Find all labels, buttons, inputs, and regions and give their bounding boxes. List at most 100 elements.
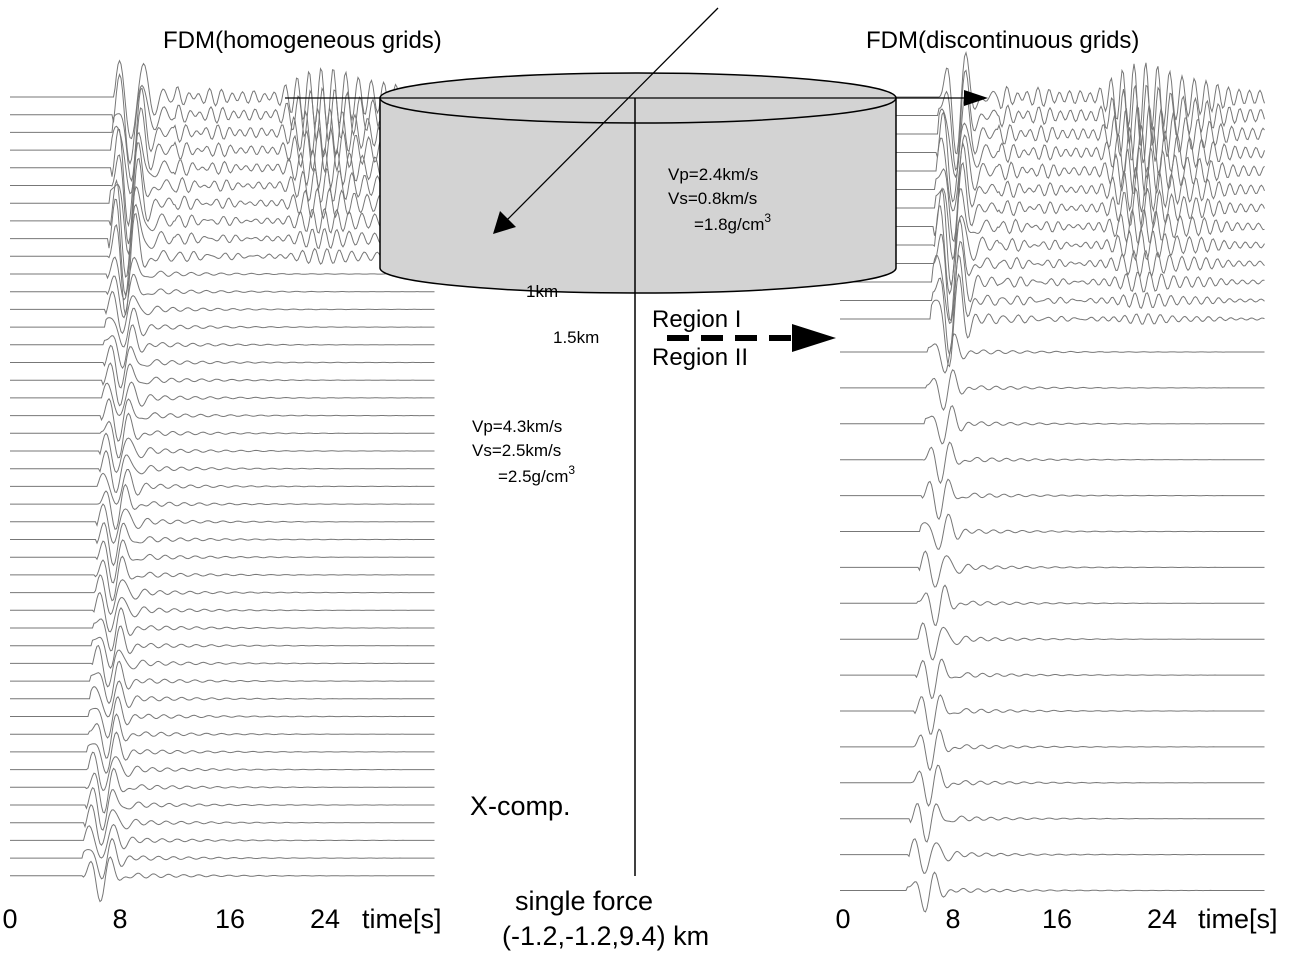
seismogram-trace bbox=[10, 539, 435, 584]
seismograms bbox=[10, 50, 1265, 913]
seismogram-trace bbox=[10, 142, 435, 245]
seismogram-trace bbox=[10, 591, 435, 633]
seismogram-trace bbox=[10, 397, 435, 442]
seismogram-trace bbox=[840, 273, 1265, 368]
x-tick-label: 24 bbox=[1147, 904, 1177, 934]
seismogram-trace bbox=[10, 449, 435, 494]
seismogram-trace bbox=[10, 823, 435, 859]
source-location: (-1.2,-1.2,9.4) km bbox=[502, 921, 709, 951]
seismogram-trace bbox=[10, 107, 435, 195]
seismogram-trace bbox=[10, 607, 435, 652]
seismogram-trace bbox=[10, 432, 435, 474]
basin-vs: Vs=0.8km/s bbox=[668, 189, 757, 208]
seismogram-trace bbox=[840, 187, 1265, 286]
seismogram-trace bbox=[10, 503, 435, 544]
seismogram-trace bbox=[10, 344, 435, 389]
basin-vp: Vp=2.4km/s bbox=[668, 165, 758, 184]
seismogram-trace bbox=[840, 369, 1265, 411]
seismogram-trace bbox=[10, 483, 435, 530]
seismogram-trace bbox=[840, 658, 1265, 700]
cylinder-side bbox=[379, 97, 897, 294]
seismogram-trace bbox=[840, 622, 1265, 661]
seismogram-trace bbox=[840, 584, 1265, 627]
source-label: single force bbox=[515, 886, 653, 916]
seismogram-trace bbox=[840, 405, 1265, 445]
seismogram-trace bbox=[840, 550, 1265, 588]
seismogram-trace bbox=[840, 205, 1265, 296]
seismogram-trace bbox=[10, 522, 435, 567]
seismogram-trace bbox=[10, 786, 435, 831]
seismogram-trace bbox=[10, 837, 435, 880]
region-upper: Region I bbox=[652, 306, 741, 333]
seismogram-trace bbox=[840, 217, 1265, 322]
seismogram-trace bbox=[10, 178, 435, 278]
seismogram-trace bbox=[840, 50, 1265, 155]
seismogram-trace bbox=[10, 213, 435, 316]
seismogram-trace bbox=[10, 72, 435, 165]
seismogram-trace bbox=[840, 90, 1265, 179]
seismogram-trace bbox=[10, 856, 435, 903]
component-label: X-comp. bbox=[470, 791, 571, 821]
arrowhead bbox=[964, 90, 988, 106]
seismogram-trace bbox=[840, 161, 1265, 261]
seismogram-trace bbox=[840, 838, 1265, 874]
seismogram-trace bbox=[10, 157, 435, 256]
x-tick-label: 24 bbox=[310, 904, 340, 934]
seismogram-trace bbox=[840, 253, 1265, 357]
bedrock-rho: =2.5g/cm3 bbox=[498, 463, 575, 486]
seismogram-trace bbox=[840, 441, 1265, 485]
seismogram-trace bbox=[840, 513, 1265, 550]
seismogram-trace bbox=[10, 307, 435, 348]
seismogram-trace bbox=[10, 713, 435, 759]
seismogram-trace bbox=[840, 240, 1265, 325]
seismogram-trace bbox=[10, 273, 435, 319]
seismogram-trace bbox=[840, 803, 1265, 843]
seismogram-trace bbox=[10, 695, 435, 739]
right-title: FDM(discontinuous grids) bbox=[866, 27, 1139, 54]
x-tick-label: 16 bbox=[215, 904, 245, 934]
seismogram-trace bbox=[10, 469, 435, 505]
x-tick-label: 8 bbox=[945, 904, 960, 934]
seismogram-trace bbox=[10, 767, 435, 814]
seismogram-trace bbox=[10, 574, 435, 616]
seismogram-trace bbox=[10, 804, 435, 847]
seismogram-trace bbox=[10, 87, 435, 183]
seismogram-trace bbox=[10, 644, 435, 688]
seismogram-trace bbox=[10, 660, 435, 705]
seismogram-trace bbox=[10, 290, 435, 335]
seismogram-trace bbox=[10, 324, 435, 370]
interface-depth: 1.5km bbox=[553, 328, 599, 347]
x-tick-label: 16 bbox=[1042, 904, 1072, 934]
seismogram-trace bbox=[840, 764, 1265, 807]
basin-rho: =1.8g/cm3 bbox=[694, 211, 771, 234]
bedrock-vs: Vs=2.5km/s bbox=[472, 441, 561, 460]
x-tick-label: 0 bbox=[2, 904, 17, 934]
seismogram-trace bbox=[840, 478, 1265, 521]
region-lower: Region II bbox=[652, 344, 748, 371]
seismogram-trace bbox=[10, 381, 435, 417]
seismogram-trace bbox=[10, 625, 435, 669]
time-axes: 0 8 16 24 time[s] 0 8 16 24 time[s] bbox=[2, 904, 1277, 934]
x-tick-label: 8 bbox=[112, 904, 127, 934]
model-sketch bbox=[285, 7, 988, 876]
seismogram-trace bbox=[840, 333, 1265, 374]
seismogram-trace bbox=[10, 362, 435, 407]
axis-label: time[s] bbox=[362, 904, 442, 934]
seismogram-trace bbox=[840, 728, 1265, 772]
seismogram-trace bbox=[10, 751, 435, 792]
x-tick-label: 0 bbox=[835, 904, 850, 934]
seismogram-trace bbox=[840, 141, 1265, 243]
seismogram-trace bbox=[10, 59, 435, 140]
axis-label: time[s] bbox=[1198, 904, 1278, 934]
left-title: FDM(homogeneous grids) bbox=[163, 27, 442, 54]
seismogram-trace bbox=[10, 412, 435, 459]
seismogram-trace bbox=[10, 128, 435, 228]
seismogram-trace bbox=[10, 198, 435, 298]
seismogram-trace bbox=[10, 256, 435, 301]
bedrock-vp: Vp=4.3km/s bbox=[472, 417, 562, 436]
arrowhead bbox=[792, 324, 836, 352]
seismogram-trace bbox=[840, 69, 1265, 172]
basin-depth: 1km bbox=[526, 282, 558, 301]
seismogram-trace bbox=[840, 110, 1265, 203]
